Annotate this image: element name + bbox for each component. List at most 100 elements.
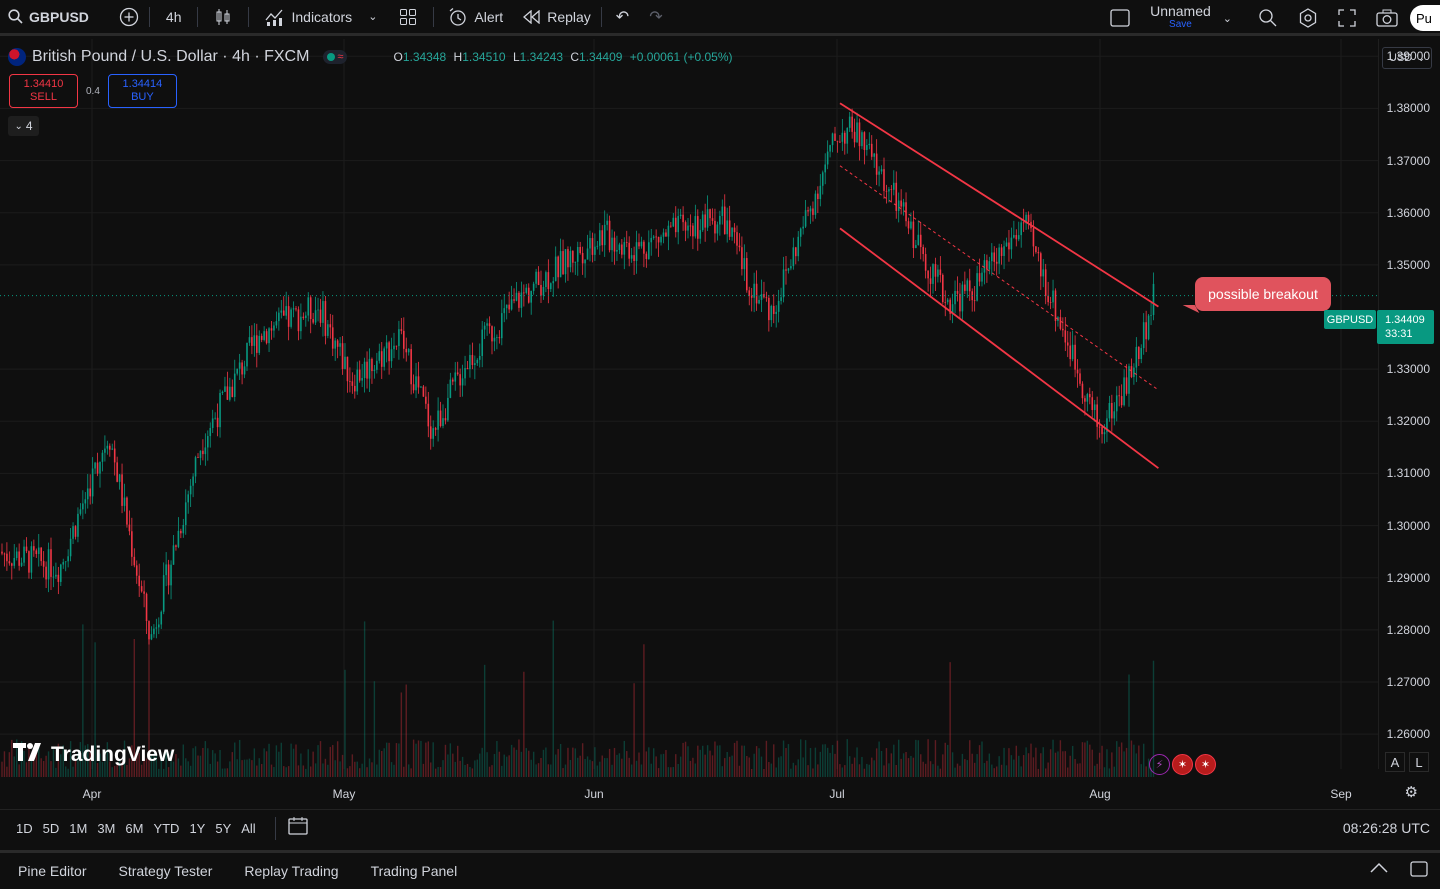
layout-toggle-button[interactable] (1102, 0, 1138, 36)
chart-pane[interactable]: British Pound / U.S. Dollar · 4h · FXCM … (0, 39, 1440, 809)
dividend-lightning-icon[interactable]: ⚡ (1149, 754, 1170, 775)
volume-bar (572, 747, 574, 777)
volume-bar (959, 765, 961, 777)
range-all[interactable]: All (241, 820, 256, 836)
uk-event-flag-icon[interactable]: ✶ (1172, 754, 1193, 775)
replay-button[interactable]: Replay (511, 0, 599, 35)
volume-bar (660, 754, 662, 777)
utc-clock[interactable]: 08:26:28 UTC (1342, 820, 1430, 836)
indicators-button[interactable]: Indicators ⌄ (251, 0, 385, 35)
candle (35, 550, 38, 554)
publish-button[interactable]: Pu (1410, 5, 1440, 31)
auto-scale-button[interactable]: A (1385, 752, 1405, 772)
candle (949, 299, 951, 314)
candle (278, 312, 280, 322)
divider (197, 6, 199, 27)
chevron-up-icon[interactable] (1370, 861, 1388, 882)
range-5d[interactable]: 5D (42, 820, 60, 836)
alert-button[interactable]: Alert (436, 0, 511, 35)
volume-bar (932, 764, 934, 777)
settings-button[interactable] (1290, 0, 1326, 36)
quick-search-button[interactable] (1250, 0, 1286, 36)
volume-bar (964, 759, 966, 777)
chart-type-button[interactable] (200, 0, 246, 35)
market-status-badge[interactable]: ≈ (323, 50, 348, 64)
volume-bar (532, 751, 535, 777)
range-ytd[interactable]: YTD (153, 820, 180, 836)
candle (802, 226, 804, 229)
go-to-date-calendar-icon[interactable] (274, 816, 308, 840)
candle (625, 242, 628, 243)
price-chart[interactable] (0, 39, 1378, 809)
volume-bar (501, 765, 503, 777)
candle (297, 309, 300, 332)
candle (991, 252, 993, 262)
range-6m[interactable]: 6M (125, 820, 144, 836)
candle (917, 234, 920, 246)
layouts-button[interactable] (385, 0, 431, 35)
tradingview-logo[interactable]: TradingView (13, 743, 174, 767)
candle (82, 503, 84, 510)
price-axis[interactable]: USD ⌄ 1.39000 1.38000 1.37000 1.36000 1.3500… (1378, 39, 1440, 769)
volume-bar (802, 757, 804, 777)
candle (207, 436, 209, 448)
candle (836, 140, 839, 142)
undo-button[interactable]: ↶ (604, 0, 641, 35)
sell-button[interactable]: 1.34410 SELL (9, 74, 78, 108)
volume-bar (140, 764, 143, 777)
volume-bar (143, 755, 145, 777)
volume-bar (324, 758, 327, 777)
uk-event-flag-icon[interactable]: ✶ (1195, 754, 1216, 775)
volume-bar (1005, 765, 1008, 777)
tab-trading-panel[interactable]: Trading Panel (370, 863, 458, 879)
compare-button[interactable] (111, 0, 147, 35)
candle (476, 359, 479, 364)
volume-bar (562, 768, 564, 777)
range-1m[interactable]: 1M (69, 820, 88, 836)
volume-bar (520, 751, 523, 777)
tradingview-mark-icon (13, 743, 45, 767)
volume-bar (1030, 743, 1032, 777)
volume-bar (11, 739, 13, 777)
volume-bar (589, 759, 591, 777)
volume-bar (831, 744, 834, 777)
volume-bar (1074, 758, 1076, 777)
log-scale-button[interactable]: L (1409, 752, 1429, 772)
chevron-down-icon[interactable]: ⌄ (1222, 12, 1232, 25)
tab-strategy-tester[interactable]: Strategy Tester (118, 863, 213, 879)
tab-pine-editor[interactable]: Pine Editor (18, 863, 87, 879)
candle (574, 261, 577, 263)
volume-bar (45, 755, 47, 777)
candle (599, 230, 601, 246)
chevron-down-icon[interactable]: ⌄ (368, 11, 378, 23)
candle (447, 397, 449, 421)
volume-bar (1106, 749, 1108, 777)
volume-bar (253, 748, 256, 777)
symbol-search-button[interactable]: GBPUSD (0, 0, 97, 35)
candle (295, 308, 297, 310)
candle (241, 362, 243, 375)
range-3m[interactable]: 3M (97, 820, 116, 836)
volume-bar (1010, 755, 1013, 777)
interval-button[interactable]: 4h (152, 0, 196, 35)
range-5y[interactable]: 5Y (215, 820, 232, 836)
candle (354, 385, 356, 392)
redo-button[interactable]: ↷ (641, 0, 670, 35)
time-axis-settings-icon[interactable]: ⚙ (1404, 784, 1418, 801)
volume-bar (836, 740, 839, 777)
snapshot-button[interactable] (1368, 0, 1406, 36)
tab-replay-trading[interactable]: Replay Trading (244, 863, 339, 879)
candle (118, 474, 121, 482)
range-1d[interactable]: 1D (16, 820, 33, 836)
fullscreen-button[interactable] (1330, 0, 1364, 36)
volume-bar (175, 754, 177, 777)
volume-bar (226, 768, 229, 777)
buy-button[interactable]: 1.34414 BUY (107, 74, 177, 108)
indicators-collapse-button[interactable]: ⌄ 4 (8, 116, 39, 136)
layout-name-button[interactable]: Unnamed Save (1142, 0, 1219, 36)
annotation-callout[interactable]: possible breakout (1195, 277, 1331, 311)
maximize-panel-icon[interactable] (1410, 860, 1428, 882)
currency-select[interactable]: USD ⌄ (1382, 47, 1432, 69)
legend-title[interactable]: British Pound / U.S. Dollar · 4h · FXCM (32, 48, 310, 65)
range-1y[interactable]: 1Y (189, 820, 206, 836)
